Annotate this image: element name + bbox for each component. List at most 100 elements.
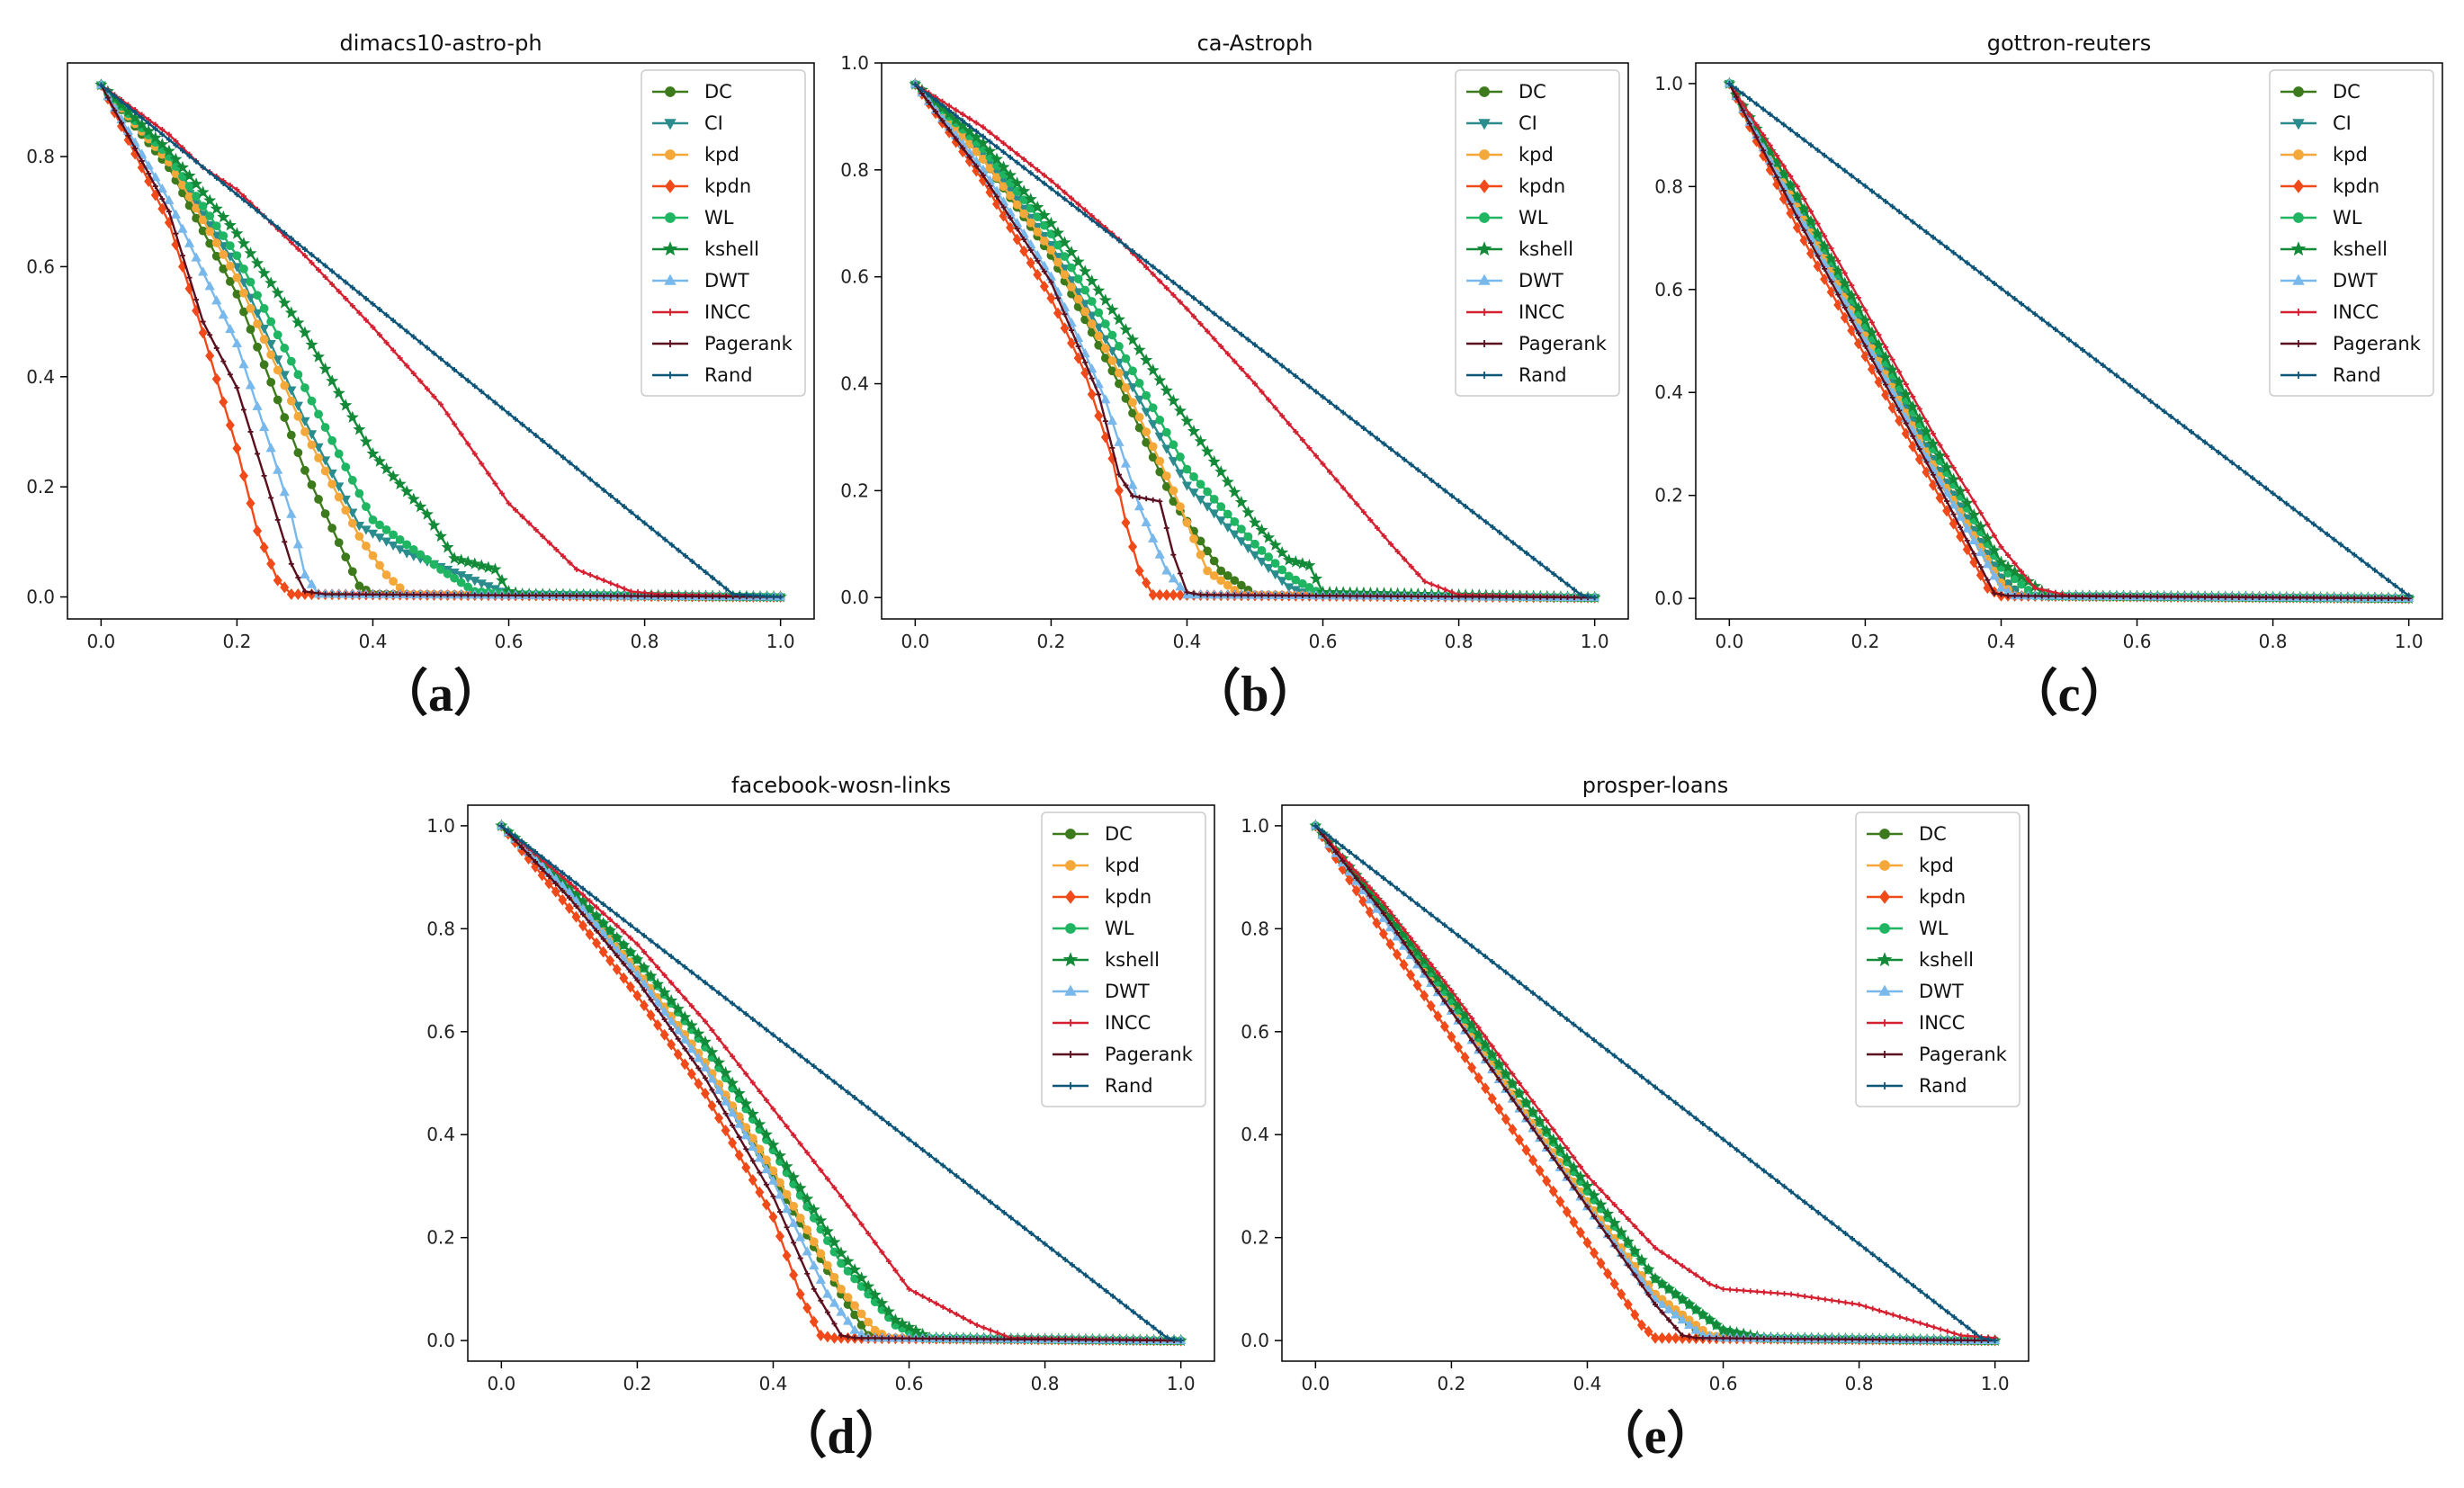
legend-label: kpd <box>1519 144 1554 166</box>
series-markers-kpdn <box>910 78 1599 604</box>
x-tick-label: 0.8 <box>1445 631 1474 652</box>
y-tick-label: 0.4 <box>840 373 869 395</box>
legend-box <box>1855 811 2020 1107</box>
x-tick-label: 0.4 <box>759 1373 788 1394</box>
legend-label: Rand <box>1519 364 1567 386</box>
chart-title: dimacs10-astro-ph <box>339 31 542 56</box>
legend-label: Rand <box>2333 364 2381 386</box>
legend-label: kpdn <box>704 175 751 197</box>
x-tick-label: 0.0 <box>900 631 929 652</box>
legend-item-wl: WL <box>2280 207 2362 229</box>
legend-label: DWT <box>2333 270 2378 291</box>
legend-marker <box>1065 923 1076 934</box>
legend-marker <box>1481 372 1488 379</box>
legend-label: kpd <box>1105 855 1140 876</box>
legend-label: DWT <box>1919 981 1964 1002</box>
legend-marker <box>2293 212 2304 223</box>
x-tick-label: 0.8 <box>2259 631 2288 652</box>
legend-item-rand: Rand <box>652 364 753 386</box>
x-tick-label: 0.4 <box>1987 631 2016 652</box>
legend-item-pagerank: Pagerank <box>652 333 793 354</box>
legend-item-dwt: DWT <box>1867 981 1964 1002</box>
legend-item-dc: DC <box>652 81 732 103</box>
x-tick-label: 0.0 <box>1715 631 1743 652</box>
legend-marker <box>1067 1019 1074 1026</box>
plot-frame <box>1281 804 2029 1362</box>
series-markers-kpdn <box>1311 820 2000 1347</box>
legend-label: kshell <box>1919 949 1974 971</box>
legend-marker <box>664 119 676 130</box>
series-rand <box>1313 822 1998 1344</box>
legend-label: kpd <box>2333 144 2368 166</box>
legend-marker <box>2292 179 2305 193</box>
chart-gottron-reuters: gottron-reuters 0.0 0.2 0.4 0.6 0.8 1.0 0.0 0.2 0… <box>1654 31 2443 722</box>
legend-label: WL <box>1519 207 1548 229</box>
x-tick-label: 1.0 <box>1167 1373 1196 1394</box>
x-tick-label: 0.8 <box>1845 1373 1874 1394</box>
legend-label: kpdn <box>1519 175 1565 197</box>
legend-marker <box>667 340 674 347</box>
legend-item-kpdn: kpdn <box>1466 175 1565 197</box>
x-tick-label: 0.2 <box>1438 1373 1466 1394</box>
legend-item-incc: INCC <box>652 301 750 323</box>
panel-caption: （b） <box>1190 666 1319 722</box>
x-tick-label: 0.2 <box>223 631 252 652</box>
x-tick-label: 0.6 <box>1309 631 1338 652</box>
legend-item-dc: DC <box>1053 823 1133 845</box>
legend-marker <box>1878 984 1891 996</box>
chart-prosper-loans: prosper-loans 0.0 0.2 0.4 0.6 0.8 1.0 0.0 0.2 0.4… <box>1241 773 2029 1465</box>
series-markers-rand <box>1726 80 2412 599</box>
legend-item-rand: Rand <box>1053 1075 1153 1097</box>
x-tick-label: 1.0 <box>1981 1373 2010 1394</box>
legend-item-wl: WL <box>1466 207 1548 229</box>
plot-frame <box>67 62 815 620</box>
legend-box <box>1455 69 1620 397</box>
chart-title: prosper-loans <box>1582 773 1729 798</box>
legend-marker <box>2293 149 2304 160</box>
legend-label: CI <box>2333 112 2352 134</box>
legend-label: DWT <box>1519 270 1564 291</box>
legend-label: INCC <box>704 301 750 323</box>
legend-label: kshell <box>1519 238 1573 260</box>
legend-item-pagerank: Pagerank <box>1867 1044 2008 1065</box>
legend-item-dwt: DWT <box>1053 981 1150 1002</box>
y-tick-label: 0.8 <box>840 159 869 181</box>
legend-item-pagerank: Pagerank <box>1466 333 1608 354</box>
legend-label: DC <box>704 81 732 103</box>
legend-item-pagerank: Pagerank <box>2280 333 2422 354</box>
chart-facebook-wosn-links: facebook-wosn-links 0.0 0.2 0.4 0.6 0.8 1.0 0.0… <box>426 773 1215 1465</box>
y-tick-label: 1.0 <box>1241 815 1269 837</box>
legend-label: Rand <box>704 364 753 386</box>
legend-label: Pagerank <box>1919 1044 2008 1065</box>
y-tick-label: 0.6 <box>1241 1021 1269 1043</box>
legend-label: INCC <box>1919 1012 1965 1034</box>
y-tick-label: 0.6 <box>840 266 869 288</box>
panel-caption: （d） <box>776 1408 905 1465</box>
legend-marker <box>665 149 676 160</box>
legend-marker <box>1476 241 1492 256</box>
legend-label: kpdn <box>2333 175 2379 197</box>
y-tick-label: 0.8 <box>1654 175 1683 197</box>
legend-label: WL <box>704 207 734 229</box>
legend-marker <box>2295 340 2302 347</box>
legend-box <box>641 69 806 397</box>
chart-title: facebook-wosn-links <box>731 773 951 798</box>
legend-marker <box>667 372 674 379</box>
legend-label: kpd <box>704 144 739 166</box>
chart-title: gottron-reuters <box>1987 31 2152 56</box>
legend-item-pagerank: Pagerank <box>1053 1044 1194 1065</box>
legend-item-incc: INCC <box>1053 1012 1151 1034</box>
chart-ca-astroph: ca-Astroph 0.0 0.2 0.4 0.6 0.8 1.0 0.0 0.2 0.4 0.6… <box>840 31 1629 722</box>
x-tick-label: 0.2 <box>1851 631 1880 652</box>
legend-item-ci: CI <box>2280 112 2352 134</box>
legend-item-kshell: kshell <box>1867 949 1974 971</box>
series-markers-dwt <box>95 79 786 601</box>
panel-caption: （c） <box>2008 666 2131 722</box>
legend-marker <box>1478 179 1491 193</box>
legend-box <box>2269 69 2434 397</box>
legend-label: INCC <box>1105 1012 1151 1034</box>
legend-marker <box>664 273 676 285</box>
legend-label: WL <box>1105 918 1134 939</box>
legend-item-kpd: kpd <box>652 144 739 166</box>
